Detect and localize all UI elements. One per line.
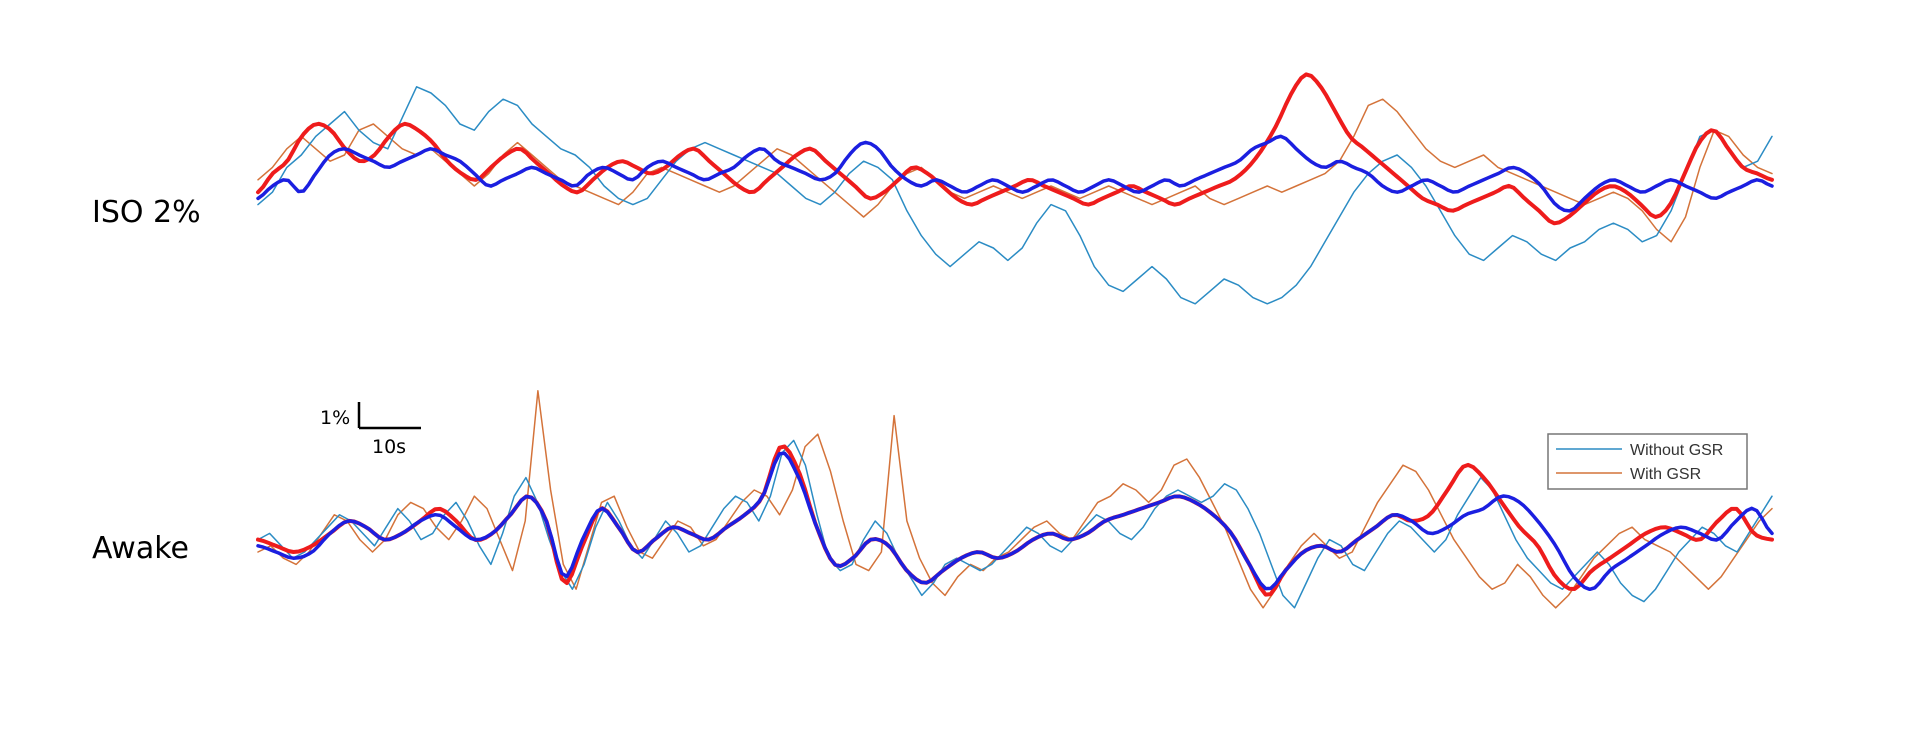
legend-box [1547,433,1748,490]
legend: Without GSR With GSR [1547,433,1748,490]
trace-without-gsr-smoothed [256,134,1774,213]
trace-with-gsr-smoothed [256,72,1774,226]
scale-bar: 1% 10s [320,402,421,458]
panel-iso [256,72,1774,305]
legend-label-with-gsr: With GSR [1630,466,1701,483]
scale-bar-y-label: 1% [320,407,350,429]
legend-label-without-gsr: Without GSR [1630,442,1723,459]
trace-without-gsr [257,439,1773,609]
panel-awake [256,390,1774,609]
trace-with-gsr [257,98,1773,243]
panel-label-iso: ISO 2% [92,195,201,230]
scale-bar-x-label: 10s [372,436,406,458]
trace-without-gsr [257,86,1773,305]
trace-without-gsr-smoothed [256,451,1774,592]
trace-with-gsr [257,390,1773,609]
trace-with-gsr-smoothed [256,444,1774,597]
panel-label-awake: Awake [92,531,189,566]
